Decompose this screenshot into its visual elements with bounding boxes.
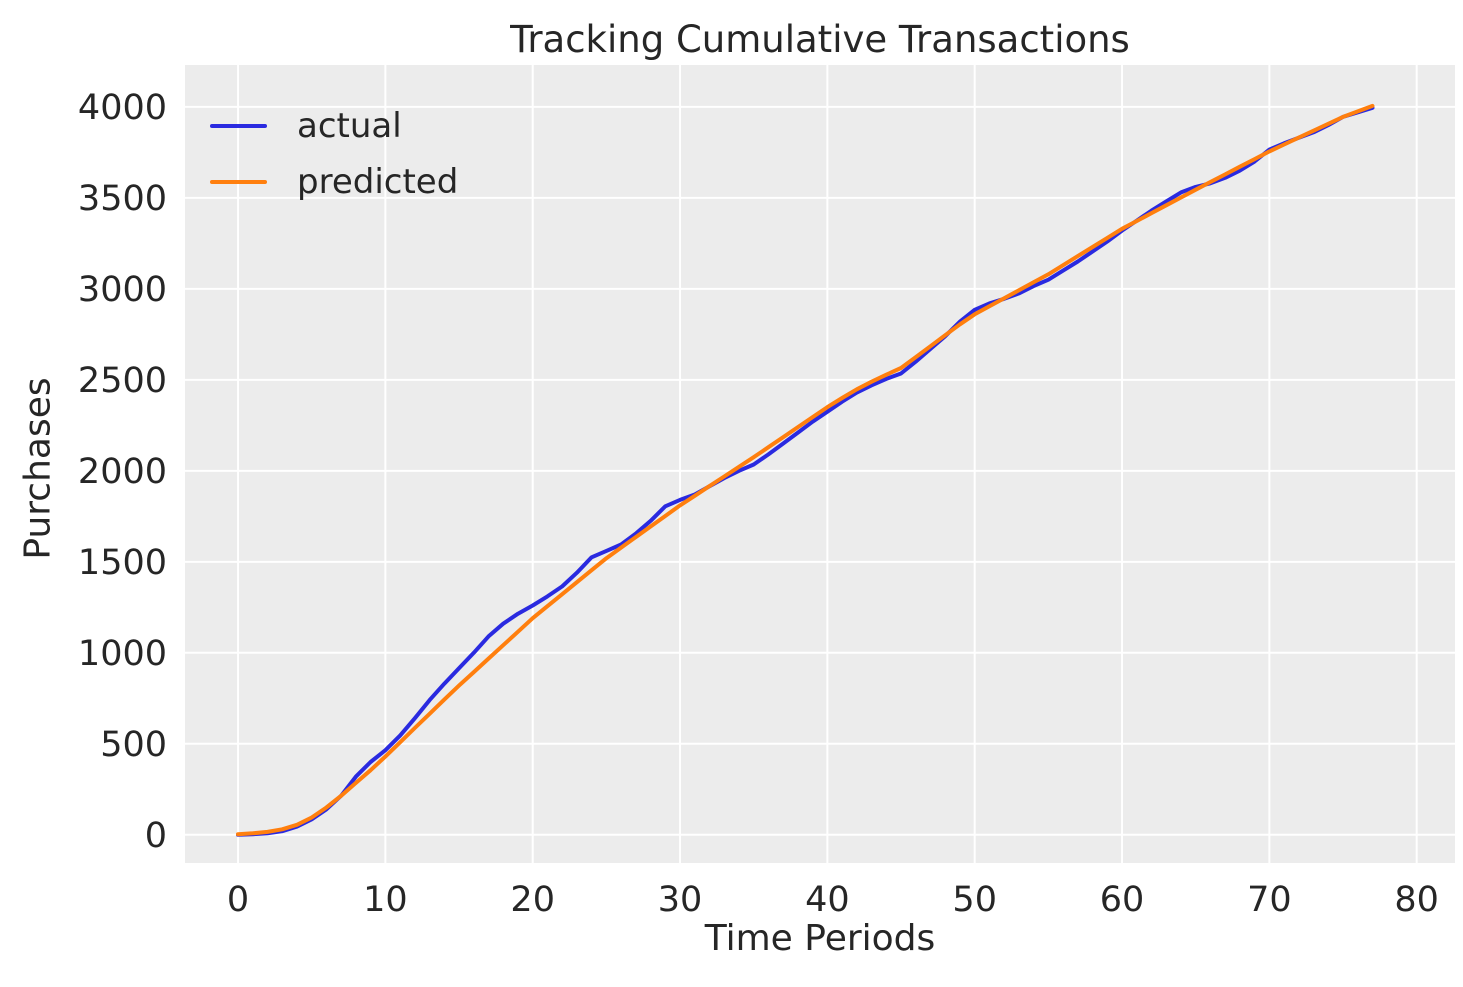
y-tick-label: 500 [100,725,167,765]
actual-line [236,105,1375,837]
y-tick-label: 3000 [78,270,167,310]
x-tick-label: 70 [1247,880,1292,920]
y-axis-label: Purchases [17,377,59,560]
x-axis-label: Time Periods [704,918,936,959]
legend-item-actual: actual [210,98,458,154]
y-tick-label: 1500 [78,543,167,583]
x-tick-label: 50 [952,880,997,920]
legend: actual predicted [210,98,458,210]
legend-label-predicted: predicted [297,162,459,202]
x-tick-label: 80 [1394,880,1439,920]
predicted-line [236,103,1375,837]
y-tick-label: 1000 [78,634,167,674]
legend-label-actual: actual [297,106,402,146]
x-tick-label: 0 [227,880,249,920]
x-tick-label: 10 [363,880,408,920]
x-tick-label: 20 [510,880,555,920]
y-tick-label: 2000 [78,452,167,492]
y-tick-label: 0 [145,816,167,856]
x-tick-label: 40 [805,880,850,920]
predicted-line-swatch [210,180,267,184]
legend-item-predicted: predicted [210,154,458,210]
x-tick-label: 60 [1100,880,1145,920]
chart-title: Tracking Cumulative Transactions [510,18,1130,61]
y-tick-label: 2500 [78,361,167,401]
y-tick-label: 4000 [78,88,167,128]
x-tick-label: 30 [658,880,703,920]
actual-line-swatch [210,124,267,128]
y-tick-label: 3500 [78,179,167,219]
